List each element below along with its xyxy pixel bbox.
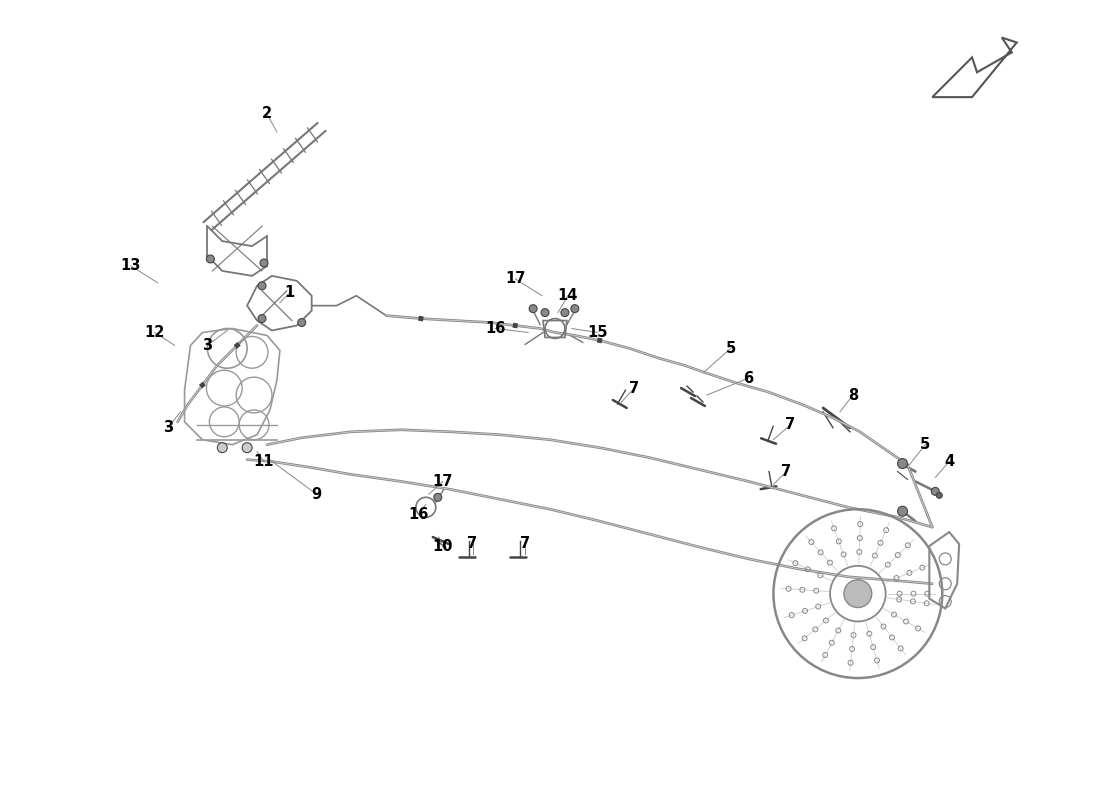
Text: 12: 12: [144, 325, 165, 340]
Circle shape: [541, 309, 549, 317]
Text: 9: 9: [311, 487, 321, 502]
Text: 7: 7: [520, 537, 530, 551]
Circle shape: [898, 506, 907, 516]
Circle shape: [898, 458, 907, 469]
Text: 7: 7: [468, 537, 477, 551]
Text: 3: 3: [202, 338, 212, 353]
Circle shape: [298, 318, 306, 326]
Text: 14: 14: [558, 288, 579, 303]
Circle shape: [258, 282, 266, 290]
Text: 8: 8: [848, 387, 858, 402]
Text: 16: 16: [485, 321, 506, 336]
Text: 10: 10: [432, 539, 453, 554]
Text: 13: 13: [121, 258, 141, 274]
Circle shape: [207, 255, 215, 263]
Text: 3: 3: [163, 420, 173, 435]
Text: 5: 5: [921, 437, 931, 452]
Circle shape: [571, 305, 579, 313]
Circle shape: [529, 305, 537, 313]
Circle shape: [844, 580, 871, 607]
Circle shape: [433, 494, 442, 502]
Text: 17: 17: [505, 271, 526, 286]
Circle shape: [932, 487, 939, 495]
Circle shape: [936, 492, 943, 498]
Text: 7: 7: [785, 418, 795, 432]
Circle shape: [218, 442, 228, 453]
Text: 7: 7: [629, 381, 639, 395]
Text: 6: 6: [744, 370, 754, 386]
Text: 11: 11: [254, 454, 274, 469]
Text: 5: 5: [726, 341, 736, 356]
Text: 1: 1: [285, 286, 295, 300]
Circle shape: [258, 314, 266, 322]
Text: 2: 2: [262, 106, 272, 122]
Circle shape: [561, 309, 569, 317]
Circle shape: [242, 442, 252, 453]
Circle shape: [260, 259, 268, 267]
Text: 15: 15: [587, 325, 608, 340]
Text: 7: 7: [781, 464, 791, 479]
Text: 16: 16: [409, 506, 429, 522]
Text: 17: 17: [432, 474, 453, 489]
Text: 4: 4: [944, 454, 955, 469]
